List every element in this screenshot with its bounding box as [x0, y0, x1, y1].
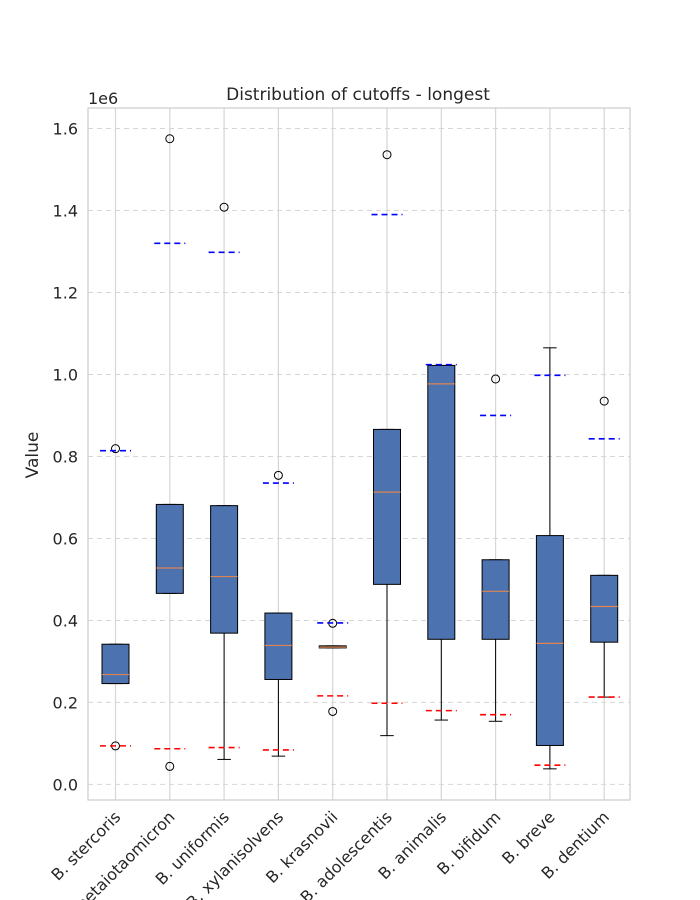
outlier-point	[165, 134, 175, 144]
outlier-point	[111, 444, 120, 454]
box-4	[262, 470, 294, 757]
outlier-point	[273, 470, 283, 480]
y-axis-ticks: 0.0 0.2 0.4 0.6 0.8 1.0 1.2 1.4 1.6	[53, 119, 78, 794]
box-iqr	[155, 503, 184, 594]
outlier-point	[328, 706, 338, 716]
x-tick-label: B. adolescentis	[297, 807, 396, 900]
box-10	[588, 396, 620, 698]
y-axis-scale-label: 1e6	[88, 89, 118, 108]
chart-title: Distribution of cutoffs - longest	[226, 85, 490, 105]
y-tick-label: 0.4	[53, 611, 78, 630]
box-2	[154, 134, 186, 771]
box-iqr	[535, 535, 564, 746]
boxes-layer	[100, 134, 620, 771]
box-5	[317, 618, 349, 716]
y-tick-label: 0.8	[53, 447, 78, 466]
outlier-point	[219, 202, 229, 212]
y-tick-label: 1.0	[53, 365, 78, 384]
y-tick-label: 1.6	[53, 119, 78, 138]
box-iqr	[427, 364, 456, 640]
box-iqr	[481, 559, 510, 640]
box-3	[208, 202, 240, 760]
box-iqr	[210, 505, 239, 634]
box-7	[425, 363, 457, 721]
y-tick-label: 1.4	[53, 201, 78, 220]
box-9	[534, 347, 566, 770]
box-iqr	[373, 428, 401, 585]
outlier-point	[382, 150, 392, 160]
plot-area-frame	[87, 107, 631, 801]
y-tick-label: 0.6	[53, 529, 78, 548]
y-axis-label: Value	[23, 432, 43, 479]
y-tick-label: 0.0	[53, 775, 78, 794]
box-1	[100, 444, 131, 751]
y-tick-label: 0.2	[53, 693, 78, 712]
box-iqr	[101, 643, 130, 685]
y-tick-label: 1.2	[53, 283, 78, 302]
box-8	[480, 374, 512, 722]
box-iqr	[590, 574, 619, 643]
outlier-point	[491, 374, 501, 384]
box-6	[371, 150, 403, 737]
outlier-point	[165, 761, 175, 771]
box-iqr	[264, 612, 293, 680]
outlier-point	[599, 396, 609, 406]
